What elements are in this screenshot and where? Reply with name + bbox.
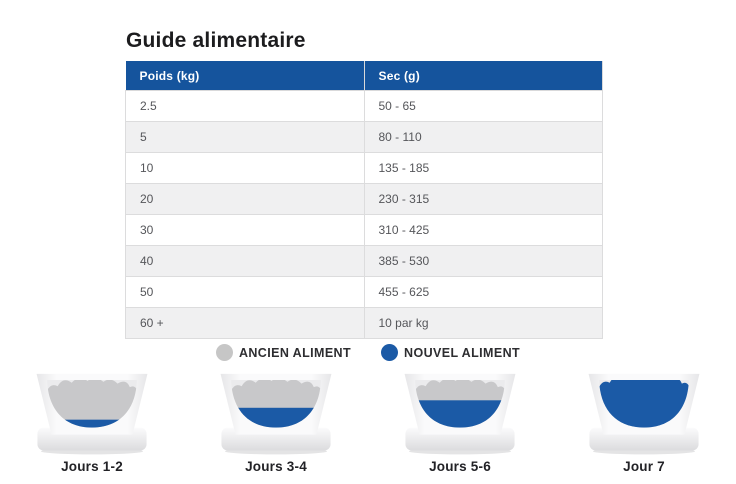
weight-cell: 50 [125,276,365,308]
old-food-label: ANCIEN ALIMENT [238,345,352,360]
bowl-column: Jours 5-6 [368,371,552,474]
transition-bowls: Jours 1-2 Jours 3-4 Jours 5-6 Jour 7 [0,371,736,474]
table-row: 20 230 - 315 [125,183,603,215]
table-header-row: Poids (kg) Sec (g) [125,61,603,91]
bowl-day-label: Jours 5-6 [429,459,491,474]
bowl-column: Jours 1-2 [0,371,184,474]
bowl-day-label: Jours 3-4 [245,459,307,474]
dry-amount-cell: 230 - 315 [363,183,603,215]
bowl-illustration [220,373,332,455]
weight-cell: 40 [125,245,365,277]
dry-amount-cell: 80 - 110 [363,121,603,153]
weight-cell: 10 [125,152,365,184]
new-food-label: NOUVEL ALIMENT [404,345,521,360]
bowl-illustration [588,373,700,455]
weight-cell: 2.5 [125,90,365,122]
column-header-dry: Sec (g) [363,61,603,91]
new-food-swatch-icon [381,344,399,361]
weight-cell: 60 + [125,307,365,339]
dry-amount-cell: 135 - 185 [363,152,603,184]
bowl-illustration [404,373,516,455]
bowl-day-label: Jours 1-2 [61,459,123,474]
column-header-weight: Poids (kg) [125,61,365,91]
table-row: 10 135 - 185 [125,152,603,184]
table-row: 40 385 - 530 [125,245,603,277]
weight-cell: 30 [125,214,365,246]
legend-item-old-food: ANCIEN ALIMENT [215,344,352,361]
bowl-column: Jours 3-4 [184,371,368,474]
table-body: 2.5 50 - 65 5 80 - 110 10 135 - 185 20 230 - 31… [125,90,603,339]
dry-amount-cell: 385 - 530 [363,245,603,277]
table-row: 50 455 - 625 [125,276,603,308]
page-title: Guide alimentaire [126,29,306,53]
dry-amount-cell: 455 - 625 [363,276,603,308]
table-row: 30 310 - 425 [125,214,603,246]
bowl-illustration [36,373,148,455]
bowl-column: Jour 7 [552,371,736,474]
weight-cell: 5 [125,121,365,153]
bowl-day-label: Jour 7 [623,459,665,474]
weight-cell: 20 [125,183,365,215]
dry-amount-cell: 50 - 65 [363,90,603,122]
feeding-guide-table: Poids (kg) Sec (g) 2.5 50 - 65 5 80 - 110 10… [125,61,603,339]
table-row: 5 80 - 110 [125,121,603,153]
dry-amount-cell: 310 - 425 [363,214,603,246]
table-row: 60 +10 par kg [125,307,603,339]
old-food-swatch-icon [215,344,233,361]
dry-amount-cell: 10 par kg [363,307,603,339]
legend-item-new-food: NOUVEL ALIMENT [381,344,520,361]
table-row: 2.5 50 - 65 [125,90,603,122]
food-legend: ANCIEN ALIMENT NOUVEL ALIMENT [0,344,736,361]
